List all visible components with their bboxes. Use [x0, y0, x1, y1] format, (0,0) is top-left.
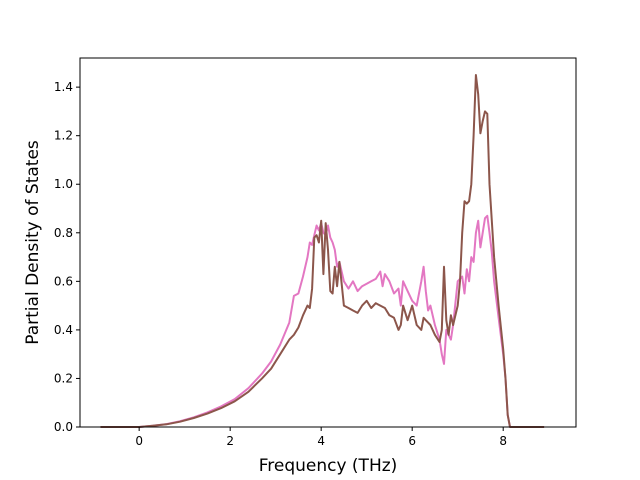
x-axis: 0 2 4 6 8 — [135, 427, 507, 448]
y-tick-label: 0.0 — [54, 420, 73, 434]
y-axis: 0.0 0.2 0.4 0.6 0.8 1.0 1.2 1.4 — [54, 80, 80, 434]
x-axis-label: Frequency (THz) — [259, 456, 398, 476]
plot-frame — [79, 57, 577, 428]
y-tick-label: 0.8 — [54, 226, 73, 240]
x-tick-label: 8 — [499, 434, 507, 448]
series-layer — [100, 74, 545, 428]
y-tick-label: 0.4 — [54, 323, 73, 337]
y-axis-label: Partial Density of States — [23, 140, 43, 345]
y-tick-label: 1.4 — [54, 80, 73, 94]
y-tick-label: 0.2 — [54, 371, 73, 385]
x-tick-label: 4 — [317, 434, 325, 448]
series-line-2 — [100, 74, 545, 428]
y-tick-label: 0.6 — [54, 274, 73, 288]
y-tick-label: 1.2 — [54, 129, 73, 143]
series-line-1 — [100, 214, 545, 428]
x-tick-label: 0 — [135, 434, 143, 448]
y-tick-label: 1.0 — [54, 177, 73, 191]
x-tick-label: 6 — [408, 434, 416, 448]
x-tick-label: 2 — [226, 434, 234, 448]
